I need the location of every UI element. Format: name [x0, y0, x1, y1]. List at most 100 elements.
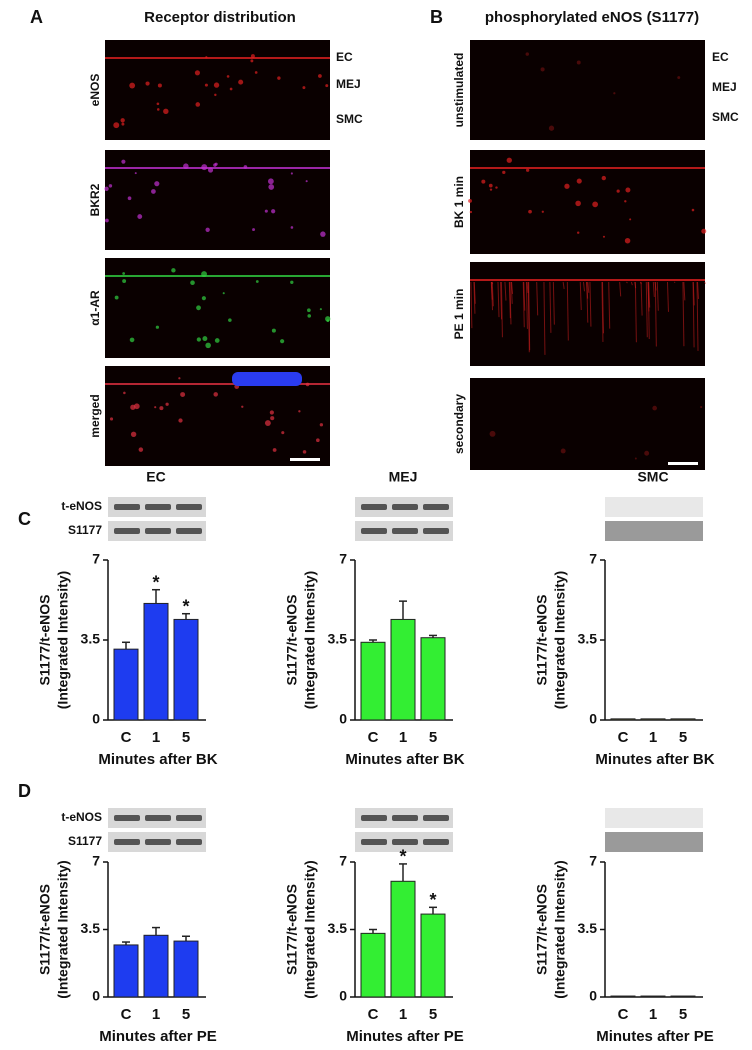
y-tick-label: 7 — [92, 853, 100, 869]
micrograph-speck — [625, 187, 631, 193]
blot-strip — [605, 808, 703, 828]
blot-label: t-eNOS — [61, 810, 102, 824]
image-label: unstimulated — [452, 53, 466, 128]
x-tick-label: C — [368, 729, 379, 746]
micrograph — [105, 258, 330, 358]
micrograph-speck — [238, 79, 244, 85]
micrograph-speck — [122, 279, 127, 284]
micrograph-speck — [104, 218, 109, 223]
blot-band — [361, 504, 387, 510]
x-tick-label: 5 — [182, 1006, 190, 1023]
y-axis-label: (Integrated Intensity) — [552, 860, 568, 998]
micrograph-speck — [608, 281, 611, 329]
micrograph-speck — [201, 271, 208, 277]
micrograph-speck — [586, 281, 589, 323]
x-tick-label: 5 — [429, 1006, 437, 1023]
y-tick-label: 7 — [339, 853, 347, 869]
micrograph-speck — [682, 281, 685, 347]
micrograph-speck — [326, 319, 330, 323]
micrograph-speck — [178, 377, 181, 380]
micrograph-speck — [178, 418, 183, 423]
micrograph-speck — [207, 167, 214, 173]
micrograph-speck — [272, 448, 277, 452]
blot-band — [145, 839, 171, 845]
y-tick-label: 3.5 — [328, 920, 348, 936]
y-tick-label: 0 — [589, 988, 597, 1004]
micrograph-speck — [214, 93, 217, 97]
bar — [143, 602, 169, 721]
micrograph-speck — [576, 231, 580, 234]
panel-letter: A — [30, 7, 43, 27]
x-axis-label: Minutes after PE — [596, 1028, 714, 1045]
y-axis-label: S1177/t-eNOS — [284, 884, 300, 975]
bar — [420, 637, 446, 721]
y-axis-label: (Integrated Intensity) — [55, 571, 71, 709]
micrograph-speck — [652, 405, 657, 411]
micrograph — [105, 150, 330, 250]
micrograph-speck — [319, 308, 322, 311]
micrograph-speck — [133, 403, 140, 410]
blot-band — [145, 528, 171, 534]
micrograph-speck — [576, 60, 581, 65]
image-label: merged — [88, 394, 102, 437]
micrograph-speck — [648, 281, 651, 308]
micrograph-speck — [645, 281, 648, 338]
blot-band — [361, 528, 387, 534]
y-tick-label: 3.5 — [578, 631, 598, 647]
micrograph-speck — [202, 336, 208, 342]
y-tick-label: 7 — [589, 853, 597, 869]
image-label: BKR2 — [88, 183, 102, 216]
panel-title: Receptor distribution — [144, 9, 296, 26]
micrograph-speck — [566, 281, 569, 341]
blot-band — [145, 815, 171, 821]
x-tick-label: C — [368, 1006, 379, 1023]
panel-letter: B — [430, 7, 443, 27]
image-label: eNOS — [88, 74, 102, 107]
y-tick-label: 7 — [92, 551, 100, 567]
micrograph-speck — [616, 189, 620, 193]
micrograph-speck — [701, 228, 707, 234]
y-tick-label: 0 — [339, 988, 347, 1004]
micrograph-speck — [587, 281, 590, 293]
micrograph-speck — [229, 87, 233, 91]
blot-band — [423, 504, 449, 510]
y-axis-label: S1177/t-eNOS — [37, 594, 53, 685]
micrograph-speck — [267, 178, 274, 185]
micrograph-speck — [564, 183, 570, 189]
bar — [420, 913, 446, 998]
micrograph-speck — [683, 281, 686, 301]
blot-band — [145, 504, 171, 510]
y-tick-label: 0 — [339, 711, 347, 727]
micrograph-speck — [602, 235, 606, 238]
blot-band — [176, 504, 202, 510]
micrograph-speck — [121, 159, 126, 164]
x-tick-label: 1 — [152, 729, 160, 746]
bar — [173, 940, 199, 998]
y-axis-label: S1177/t-eNOS — [37, 884, 53, 975]
scale-bar — [290, 458, 320, 461]
micrograph-speck — [290, 172, 293, 175]
micrograph-speck — [481, 179, 486, 184]
micrograph-speck — [250, 59, 254, 63]
micrograph-speck — [137, 214, 143, 219]
blot-band — [423, 528, 449, 534]
micrograph-speck — [316, 438, 320, 443]
bar — [640, 995, 666, 998]
micrograph-speck — [473, 281, 476, 304]
micrograph-speck — [205, 227, 210, 232]
micrograph-speck — [138, 447, 144, 452]
micrograph-speck — [692, 281, 695, 306]
micrograph-speck — [640, 281, 643, 316]
x-tick-label: 1 — [152, 1006, 160, 1023]
y-tick-label: 0 — [92, 711, 100, 727]
micrograph-speck — [114, 295, 119, 300]
micrograph-speck — [320, 231, 326, 237]
y-axis-label: (Integrated Intensity) — [55, 860, 71, 998]
micrograph-speck — [552, 281, 555, 325]
micrograph — [470, 40, 705, 140]
micrograph-speck — [145, 81, 150, 86]
x-tick-label: 1 — [399, 729, 407, 746]
micrograph-speck — [504, 281, 507, 301]
bar — [173, 618, 199, 721]
micrograph-speck — [159, 406, 164, 411]
